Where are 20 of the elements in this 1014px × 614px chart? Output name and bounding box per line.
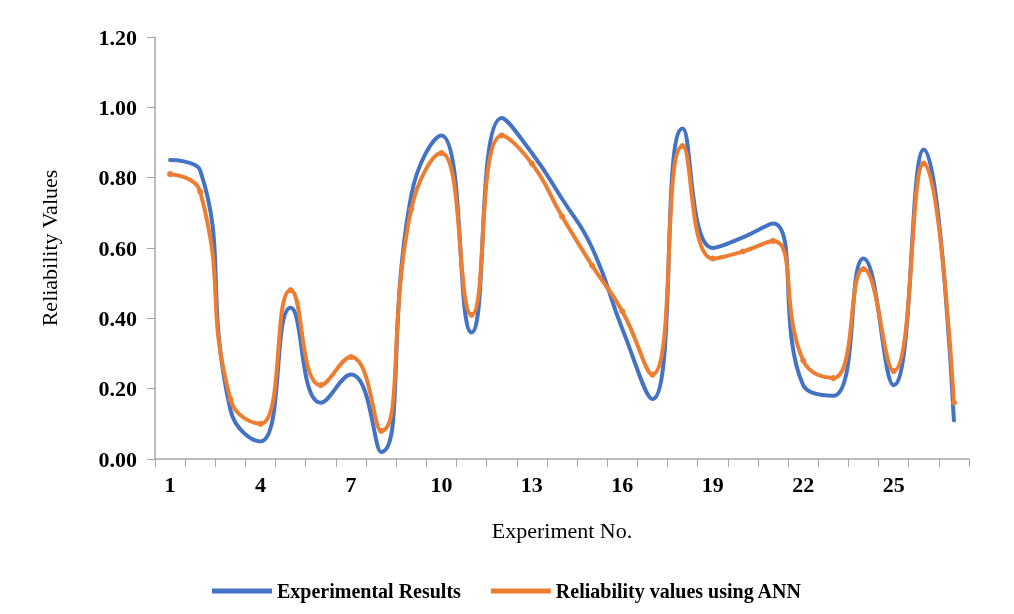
x-tick-label: 25 [882, 471, 905, 497]
y-tick-label: 1.00 [98, 94, 137, 120]
y-tick-label: 1.20 [98, 24, 137, 50]
x-tick-label: 16 [611, 471, 634, 497]
x-tick-label: 10 [430, 471, 453, 497]
x-tick-label: 13 [520, 471, 543, 497]
y-axis-title: Reliability Values [36, 169, 62, 327]
y-tick-label: 0.00 [98, 446, 137, 472]
legend-label: Experimental Results [276, 580, 462, 603]
y-tick-label: 0.60 [98, 235, 137, 261]
x-axis-title: Experiment No. [491, 517, 633, 543]
x-tick-label: 19 [701, 471, 724, 497]
y-tick-label: 0.20 [98, 376, 137, 402]
y-tick-label: 0.40 [98, 305, 137, 331]
x-tick-label: 7 [345, 471, 357, 497]
legend-label: Reliability values using ANN [555, 580, 802, 603]
x-tick-label: 22 [792, 471, 815, 497]
y-tick-label: 0.80 [98, 165, 137, 191]
x-tick-label: 4 [255, 471, 267, 497]
x-tick-label: 1 [164, 471, 176, 497]
